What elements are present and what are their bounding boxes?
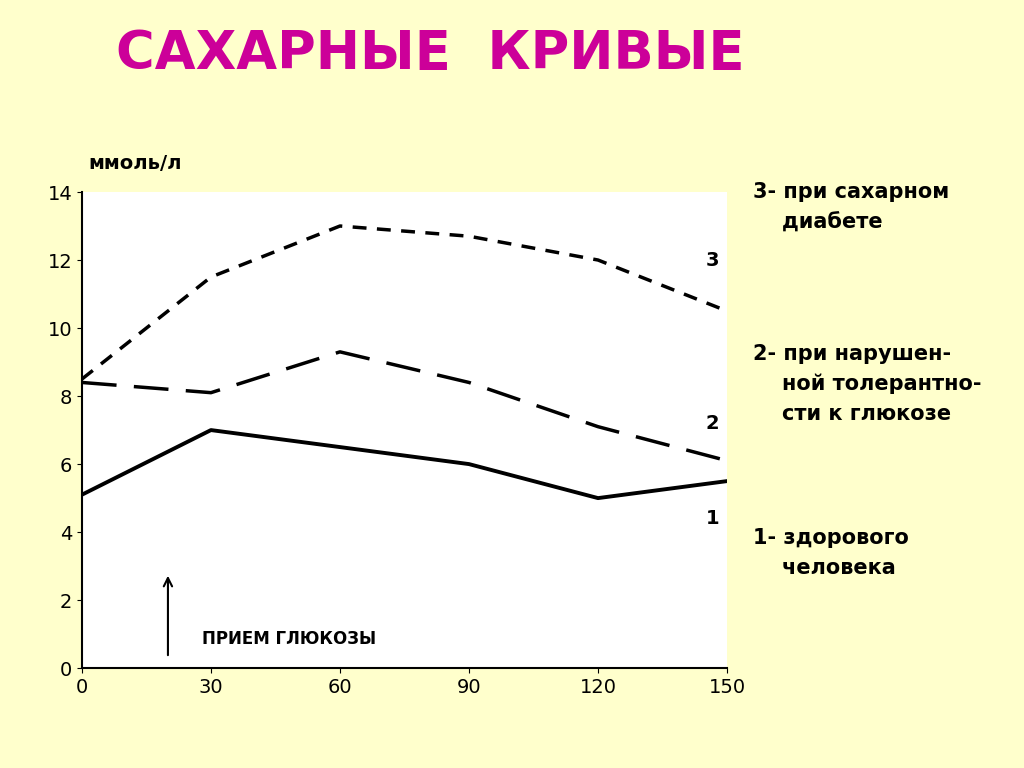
Text: 2- при нарушен-
    ной толерантно-
    сти к глюкозе: 2- при нарушен- ной толерантно- сти к гл… [753,344,981,424]
Text: 1- здорового
    человека: 1- здорового человека [753,528,908,578]
Text: ммоль/л: ммоль/л [88,154,182,173]
Text: 3- при сахарном
    диабете: 3- при сахарном диабете [753,182,949,233]
Text: 2: 2 [706,414,719,433]
Text: САХАРНЫЕ  КРИВЫЕ: САХАРНЫЕ КРИВЫЕ [116,28,744,80]
Text: ПРИЕМ ГЛЮКОЗЫ: ПРИЕМ ГЛЮКОЗЫ [203,630,377,647]
Text: 1: 1 [706,509,719,528]
Text: 3: 3 [706,250,719,270]
